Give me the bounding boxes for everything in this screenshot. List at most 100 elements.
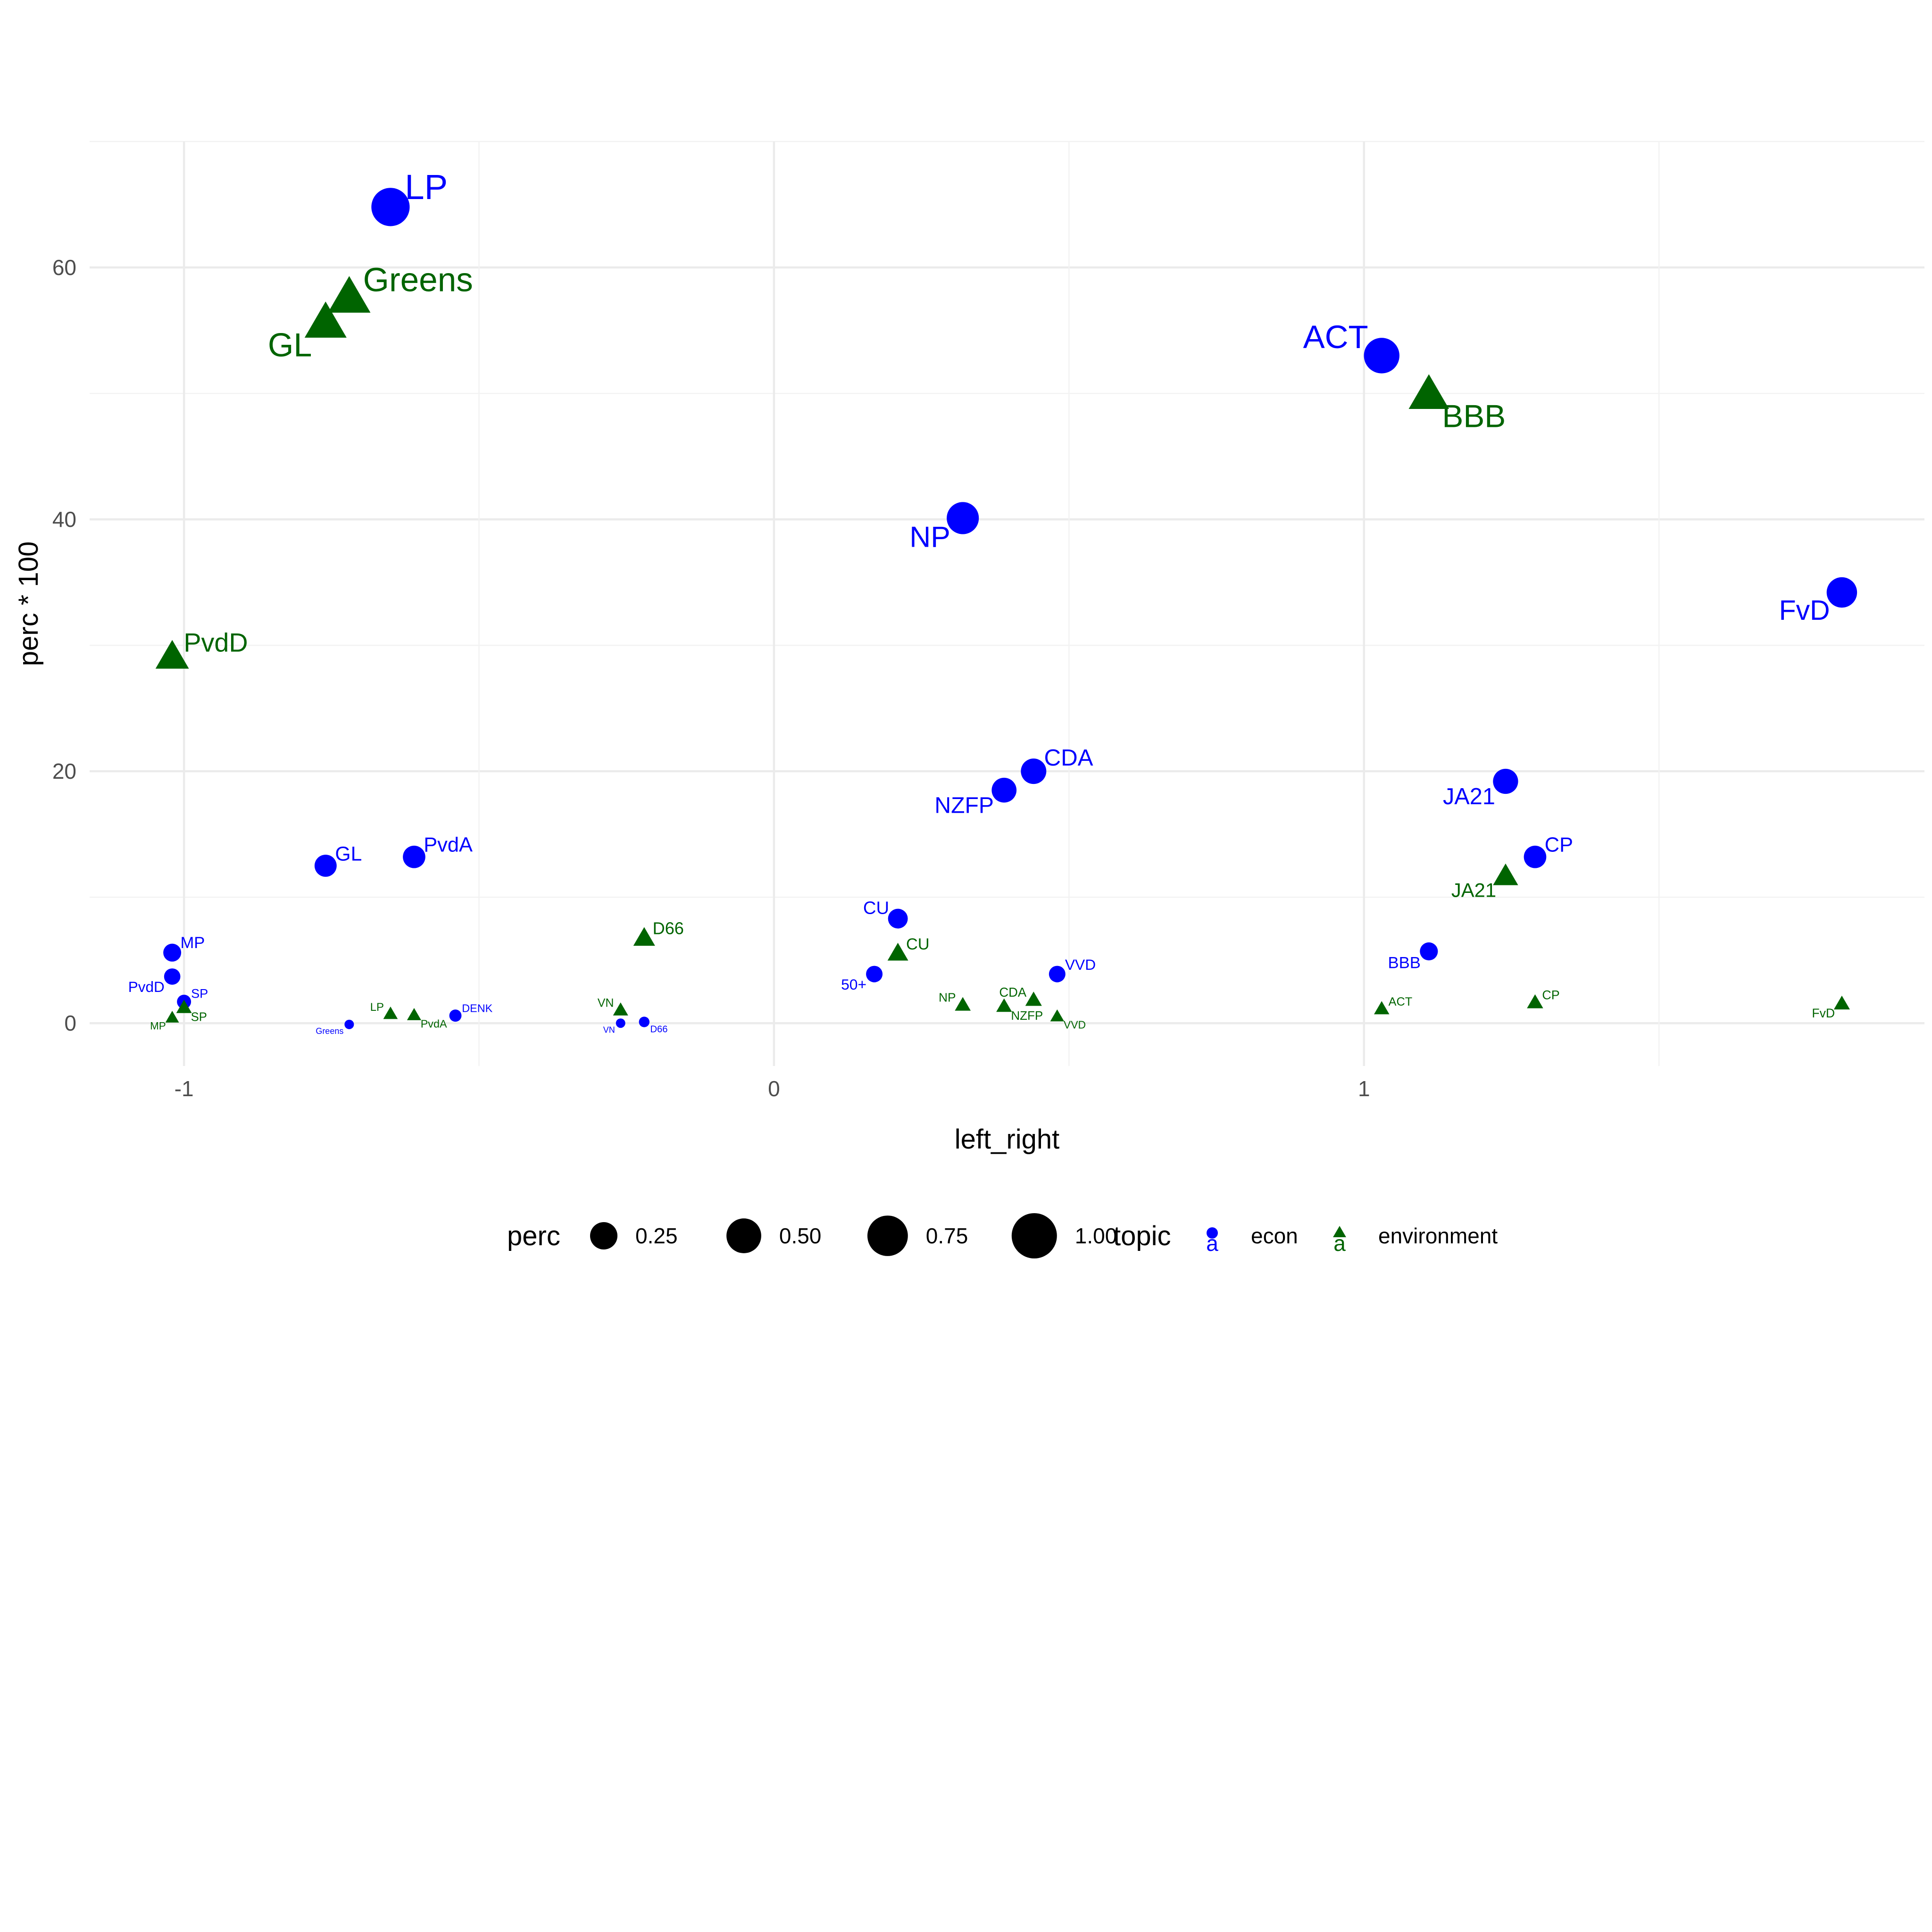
econ-point-label: DENK [462,1002,492,1015]
econ-point [164,968,181,985]
legend-size-key [867,1216,908,1256]
legend-size-label: 0.50 [779,1224,822,1248]
legend-size-label: 0.25 [635,1224,678,1248]
environment-point [1025,991,1042,1006]
econ-point [616,1018,625,1028]
environment-point [176,999,192,1013]
econ-point [991,777,1017,803]
environment-point-label: MP [150,1020,166,1032]
econ-point [1524,845,1547,868]
legend-color-key [1207,1227,1218,1239]
legend-color-glyph: a [1206,1231,1218,1256]
legend-color-title: topic [1113,1221,1171,1251]
x-tick-label: 0 [768,1076,780,1101]
environment-point [887,942,908,961]
environment-point-label: D66 [653,918,684,938]
econ-point [449,1009,462,1022]
econ-point [1364,338,1399,374]
econ-point [371,188,410,226]
econ-point-label: BBB [1388,954,1420,972]
y-tick-label: 60 [52,255,76,280]
environment-point [633,927,655,946]
environment-point [613,1002,628,1016]
environment-point-label: VN [598,997,614,1010]
legend: perc 0.25 0.50 0.75 1.00 topic a econ a enviro… [507,1213,1498,1258]
econ-point [1493,768,1518,794]
x-axis-title: left_right [955,1124,1059,1155]
econ-point [639,1016,650,1027]
legend-size-label: 0.75 [926,1224,968,1248]
econ-point [163,943,182,962]
environment-point-label: SP [191,1010,207,1024]
environment-point [1833,995,1850,1010]
x-tick-labels: -1 0 1 [175,1076,1370,1101]
econ-point-label: LP [405,167,448,207]
legend-size-key [726,1218,761,1253]
econ-point-label: CDA [1044,745,1093,771]
econ-point-label: FvD [1779,595,1830,626]
econ-point-label: VVD [1065,956,1096,973]
environment-point-label: FvD [1812,1006,1835,1020]
econ-point-label: NZFP [934,792,994,818]
econ-point-label: D66 [650,1024,667,1035]
econ-point [314,854,337,877]
legend-color-key [1333,1226,1346,1237]
econ-point [866,966,883,983]
econ-point-label: Greens [316,1026,343,1036]
econ-point-label: JA21 [1443,784,1495,809]
environment-point [304,301,347,338]
environment-point [1050,1009,1065,1022]
environment-point [407,1008,421,1020]
y-tick-label: 40 [52,507,76,532]
econ-point [888,908,908,929]
environment-point [1408,374,1449,409]
x-tick-label: -1 [175,1076,194,1101]
legend-size-key [590,1222,617,1249]
econ-point-label: PvdA [424,834,473,857]
legend-color-label: environment [1378,1224,1498,1248]
environment-point-label: Greens [363,262,473,299]
legend-size-label: 1.00 [1075,1224,1117,1248]
legend-color-keys: a econ a environment [1206,1224,1498,1256]
econ-point-label: NP [909,521,950,554]
econ-point-label: 50+ [841,976,866,993]
legend-size-title: perc [507,1221,560,1251]
environment-point-label: JA21 [1451,879,1496,901]
econ-point [1049,966,1066,983]
environment-point [155,640,189,669]
legend-size-keys: 0.25 0.50 0.75 1.00 [590,1213,1117,1258]
econ-point-label: CU [863,898,889,918]
environment-point [955,997,971,1011]
legend-color-glyph: a [1333,1231,1346,1256]
environment-point [1493,863,1518,885]
environment-point [1374,1001,1390,1015]
environment-point-label: VVD [1064,1019,1086,1031]
environment-point-label: NP [939,991,956,1005]
y-tick-label: 20 [52,759,76,783]
econ-point-label: GL [335,842,362,865]
environment-point [1527,994,1543,1008]
econ-point [403,845,425,868]
econ-point-label: VN [603,1025,615,1034]
environment-point-label: LP [370,1001,384,1014]
y-tick-labels: 0 20 40 60 [52,255,76,1035]
legend-color-label: econ [1251,1224,1298,1248]
econ-point-label: ACT [1303,319,1368,355]
y-tick-label: 0 [64,1011,76,1035]
econ-point [1021,758,1047,784]
econ-point [1826,577,1857,608]
environment-point [383,1007,398,1019]
environment-point [165,1011,179,1023]
econ-point-label: CP [1545,834,1573,857]
environment-point-label: PvdD [183,628,248,657]
environment-point-label: CDA [999,985,1027,999]
environment-point-label: BBB [1442,399,1506,434]
environment-point-label: NZFP [1011,1008,1043,1023]
x-tick-label: 1 [1358,1076,1370,1101]
data-points [155,188,1857,1029]
econ-point-label: SP [191,986,208,1001]
econ-point [947,502,979,534]
environment-point-label: CP [1542,988,1559,1002]
legend-size-key [1011,1213,1057,1258]
